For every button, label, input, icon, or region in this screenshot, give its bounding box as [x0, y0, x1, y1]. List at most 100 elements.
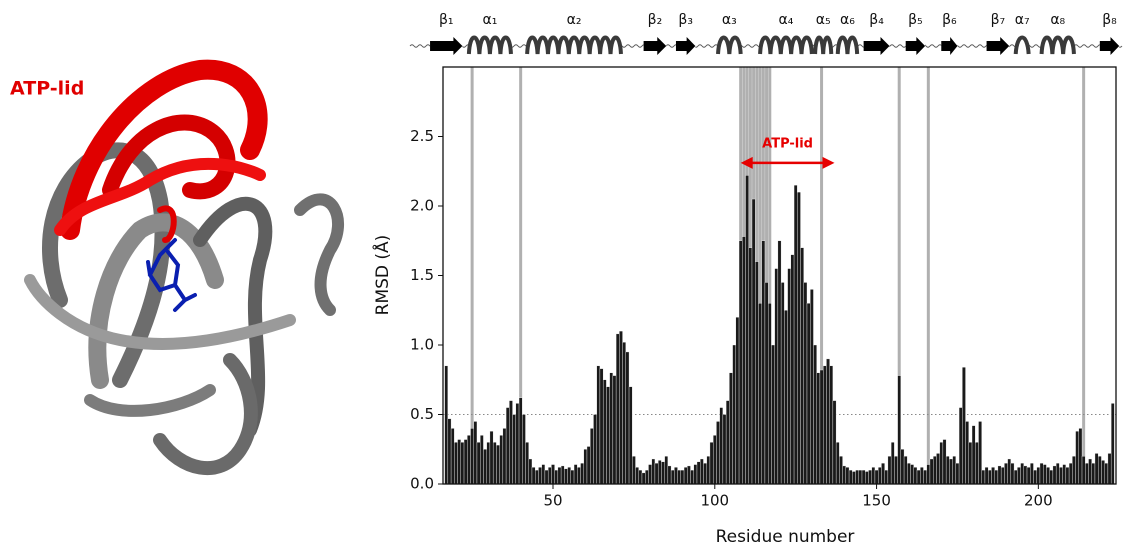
ribbon — [84, 384, 216, 417]
strand — [1099, 37, 1120, 55]
lid-ribbon — [54, 157, 266, 236]
bar — [557, 467, 562, 485]
strand — [905, 37, 926, 55]
bar — [1049, 469, 1054, 485]
bar — [518, 397, 523, 485]
bar — [861, 469, 866, 485]
bar — [829, 365, 834, 485]
bar — [823, 365, 827, 485]
bar — [962, 367, 966, 485]
bar — [719, 407, 724, 485]
bar — [1101, 460, 1105, 485]
bar — [816, 372, 821, 485]
bar — [1075, 431, 1079, 485]
bar — [651, 458, 656, 485]
bar — [738, 240, 743, 485]
bar — [483, 449, 487, 485]
bar — [470, 428, 474, 485]
bar — [874, 469, 879, 485]
bar — [512, 414, 516, 485]
arrow-head — [740, 156, 753, 169]
bar — [609, 372, 614, 485]
bar — [790, 254, 795, 485]
bar — [1055, 462, 1060, 485]
bar — [871, 467, 876, 485]
bar — [670, 469, 675, 485]
bar — [622, 342, 626, 485]
ss-label: α₁ — [482, 12, 497, 28]
bar — [868, 469, 872, 485]
bar — [457, 439, 461, 485]
x-tick-label: 100 — [700, 492, 729, 510]
x-tick-label: 200 — [1024, 492, 1053, 510]
bar — [806, 303, 811, 485]
bar — [687, 465, 691, 485]
bar — [1085, 462, 1089, 485]
bar — [583, 449, 588, 485]
bar — [657, 460, 662, 485]
bar — [531, 467, 536, 485]
bar — [467, 435, 471, 485]
bar — [1026, 467, 1031, 485]
bar — [489, 431, 494, 485]
bar — [551, 464, 555, 485]
bar — [745, 175, 749, 485]
bar — [913, 467, 918, 485]
bar — [538, 467, 542, 485]
protein-structure — [24, 59, 344, 475]
ss-label: α₅ — [816, 12, 831, 28]
bar — [535, 469, 539, 485]
bar — [793, 184, 798, 485]
bar — [1059, 467, 1063, 485]
ss-label: β₄ — [869, 12, 884, 28]
bar — [1039, 462, 1044, 485]
bar — [590, 428, 594, 485]
bar — [984, 467, 989, 485]
bar — [1007, 458, 1012, 485]
bar — [958, 407, 963, 485]
lid-ribbon — [60, 59, 268, 240]
bar — [975, 442, 979, 485]
bar — [625, 351, 630, 485]
bar — [492, 442, 497, 485]
bar — [1020, 462, 1024, 485]
bar — [638, 469, 643, 485]
strand — [430, 37, 463, 55]
bar — [628, 386, 633, 485]
bar — [502, 428, 507, 485]
bar — [755, 261, 759, 485]
strand — [675, 37, 696, 55]
bar — [1013, 469, 1018, 485]
ss-label: β₁ — [439, 12, 454, 28]
bar — [968, 442, 973, 485]
arrow-head — [822, 156, 835, 169]
bar — [661, 461, 665, 485]
bar — [997, 465, 1002, 485]
bar — [800, 247, 804, 485]
bar — [725, 400, 730, 485]
bar — [509, 400, 513, 485]
bar — [615, 333, 620, 485]
bar — [1091, 462, 1096, 485]
bar — [1107, 453, 1112, 485]
y-tick-label: 2.0 — [410, 197, 434, 215]
bar — [693, 464, 698, 485]
bar — [1062, 464, 1067, 485]
y-tick-label: 0.0 — [410, 475, 434, 493]
bar — [994, 469, 999, 485]
bar — [541, 464, 546, 485]
bar — [965, 421, 969, 485]
bar — [463, 439, 468, 485]
bar — [564, 468, 568, 485]
annotation-label: ATP-lid — [762, 136, 813, 151]
y-tick-label: 0.5 — [410, 405, 434, 423]
bar — [988, 469, 992, 485]
bar — [515, 403, 520, 485]
ss-label: α₃ — [722, 12, 737, 28]
helix — [1013, 35, 1031, 55]
x-tick-label: 50 — [543, 492, 562, 510]
strand — [643, 37, 667, 55]
bar — [567, 467, 571, 485]
bar — [939, 442, 944, 485]
